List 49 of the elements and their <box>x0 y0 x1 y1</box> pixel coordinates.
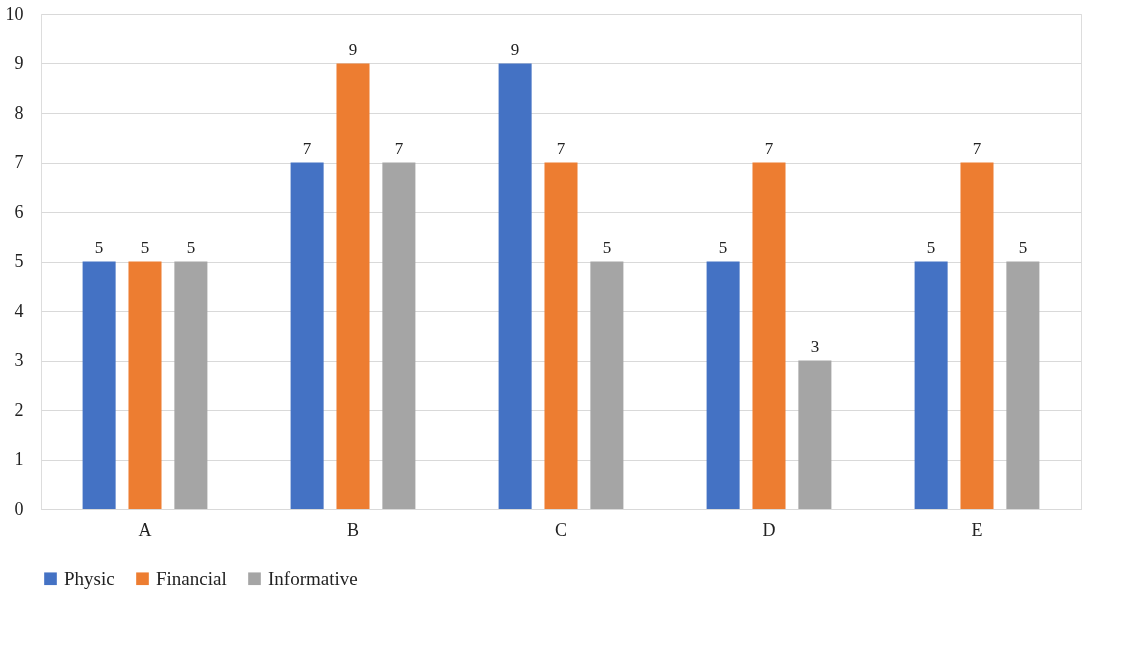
data-label: 5 <box>140 237 150 257</box>
y-tick-label: 0 <box>14 498 24 519</box>
x-tick-label: C <box>554 519 568 540</box>
bar <box>336 63 370 509</box>
y-tick-label: 1 <box>14 449 24 469</box>
bar <box>960 162 994 509</box>
x-tick-label: D <box>762 519 776 540</box>
bar <box>498 63 532 509</box>
bar <box>798 360 832 509</box>
data-label: 7 <box>972 138 982 158</box>
legend-label: Physic <box>64 567 115 589</box>
y-tick-label: 7 <box>14 152 24 172</box>
bar <box>128 261 162 509</box>
y-tick-label: 6 <box>14 201 24 222</box>
data-label: 5 <box>718 237 728 257</box>
bar <box>914 261 948 509</box>
y-tick-label: 2 <box>14 399 24 420</box>
bar <box>544 162 578 509</box>
x-tick-label: E <box>971 519 983 540</box>
data-label: 7 <box>556 138 566 158</box>
data-label: 5 <box>94 237 104 257</box>
data-label: 7 <box>764 138 774 158</box>
data-label: 9 <box>510 39 520 59</box>
data-label: 7 <box>302 138 312 158</box>
data-label: 5 <box>602 237 612 257</box>
bar <box>382 162 416 509</box>
y-tick-label: 5 <box>14 251 24 271</box>
legend-label: Informative <box>268 567 358 589</box>
data-label: 5 <box>1018 237 1028 257</box>
data-label: 5 <box>926 237 936 257</box>
bar <box>706 261 740 509</box>
bar <box>174 261 208 509</box>
y-tick-label: 3 <box>14 350 24 370</box>
bar <box>590 261 624 509</box>
x-tick-label: A <box>138 519 152 540</box>
data-label: 3 <box>810 336 820 356</box>
bar <box>752 162 786 509</box>
legend-label: Financial <box>156 567 227 589</box>
data-label: 9 <box>348 39 358 59</box>
bar <box>1006 261 1040 509</box>
y-tick-label: 9 <box>14 53 24 73</box>
bar <box>290 162 324 509</box>
x-tick-label: B <box>346 519 360 540</box>
y-tick-label: 4 <box>14 300 24 321</box>
y-tick-label: 8 <box>14 102 24 123</box>
bar <box>82 261 116 509</box>
data-label: 7 <box>394 138 404 158</box>
data-label: 5 <box>186 237 196 257</box>
y-tick-label: 10 <box>5 3 24 24</box>
